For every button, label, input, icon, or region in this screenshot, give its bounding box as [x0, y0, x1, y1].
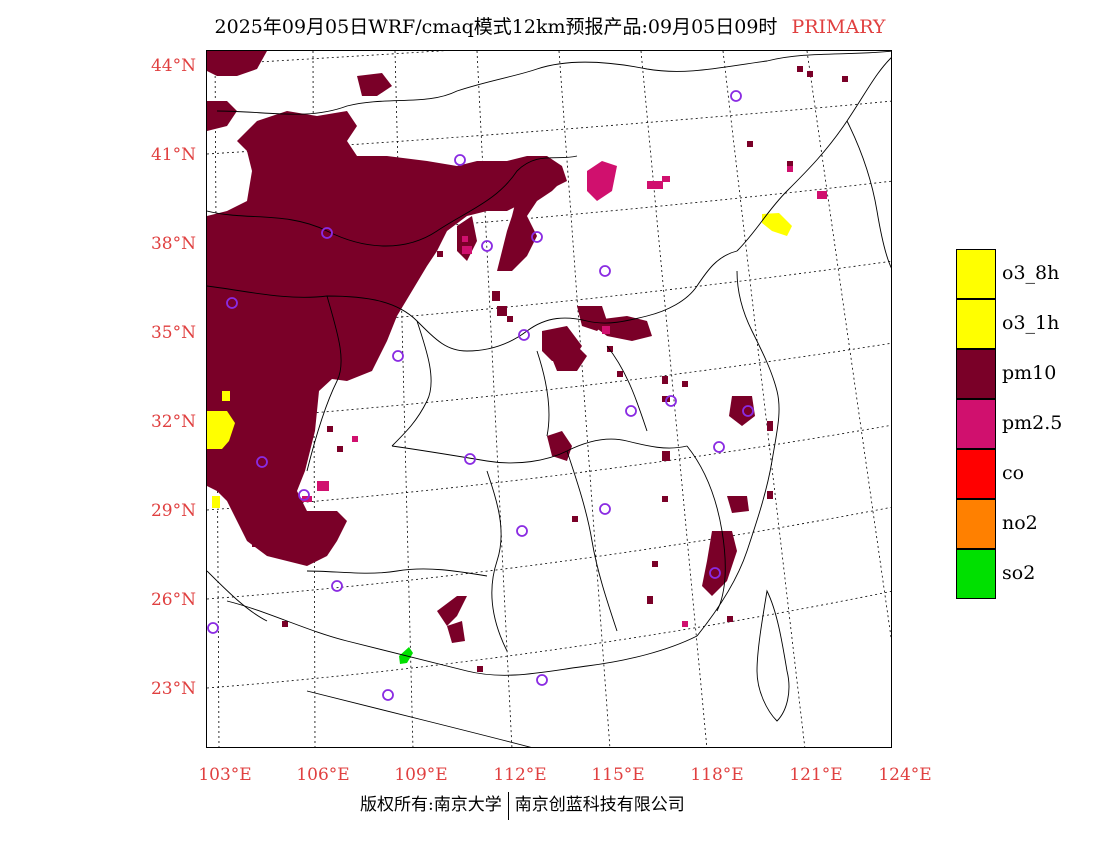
- lat-label-29n: 29°N: [150, 501, 196, 521]
- legend-swatch-pm10: [956, 349, 996, 399]
- copyright-footer: 版权所有:南京大学 南京创蓝科技有限公司: [360, 790, 685, 820]
- station-markers: [207, 90, 754, 701]
- lat-label-44n: 44°N: [150, 56, 196, 76]
- lat-label-23n: 23°N: [150, 679, 196, 699]
- lat-label-35n: 35°N: [150, 323, 196, 343]
- title-main: 2025年09月05日WRF/cmaq模式12km预报产品:09月05日09时: [214, 16, 778, 38]
- pm10-shandong: [587, 316, 652, 341]
- lon-label-103e: 103°E: [198, 765, 252, 785]
- legend-label-so2: so2: [1002, 562, 1036, 584]
- lon-label-109e: 109°E: [394, 765, 448, 785]
- legend-label-pm25: pm2.5: [1002, 412, 1063, 434]
- legend-swatch-no2: [956, 499, 996, 549]
- pm10-west-region: [207, 111, 567, 566]
- o3-bohai: [762, 213, 792, 236]
- legend-swatch-o3-1h: [956, 299, 996, 349]
- o3-sichuan: [207, 411, 235, 449]
- pm10-north-patch: [207, 101, 237, 131]
- pm10-henan: [547, 341, 587, 371]
- legend-label-pm10: pm10: [1002, 362, 1057, 384]
- lat-label-38n: 38°N: [150, 234, 196, 254]
- legend-label-co: co: [1002, 462, 1025, 484]
- pm10-top-left: [207, 51, 267, 76]
- pm10-regions: [207, 51, 755, 643]
- legend-swatch-pm25: [956, 399, 996, 449]
- map-canvas: [207, 51, 891, 747]
- lon-label-124e: 124°E: [878, 765, 932, 785]
- pm25-beijing: [587, 161, 617, 201]
- lon-label-112e: 112°E: [493, 765, 547, 785]
- o3-regions: [207, 213, 792, 508]
- pm10-jiangsu: [729, 396, 755, 426]
- boundary-lines: [207, 51, 891, 747]
- pm10-hunan-1: [437, 596, 467, 626]
- pm10-zhejiang: [727, 496, 749, 513]
- pm10-top-patch: [357, 73, 392, 96]
- legend-swatch-so2: [956, 549, 996, 599]
- legend-label-o3-8h: o3_8h: [1002, 262, 1060, 284]
- pm10-hunan-2: [447, 621, 465, 643]
- legend-label-o3-1h: o3_1h: [1002, 312, 1060, 334]
- pm10-scatter: [252, 66, 848, 672]
- title-tag: PRIMARY: [791, 16, 886, 38]
- pm25-regions: [302, 161, 827, 627]
- lat-label-41n: 41°N: [150, 145, 196, 165]
- legend-label-no2: no2: [1002, 512, 1038, 534]
- copyright-owner: 版权所有:南京大学: [360, 795, 502, 815]
- pm10-central-patch: [547, 431, 572, 461]
- lon-label-118e: 118°E: [690, 765, 744, 785]
- map-panel: [206, 50, 892, 748]
- lon-label-115e: 115°E: [591, 765, 645, 785]
- legend-swatch-o3-8h: [956, 249, 996, 299]
- footer-divider: [507, 791, 509, 820]
- pm10-beijing-area: [497, 166, 562, 271]
- legend-swatch-co: [956, 449, 996, 499]
- map-title: 2025年09月05日WRF/cmaq模式12km预报产品:09月05日09时 P…: [0, 12, 1100, 39]
- lon-label-106e: 106°E: [296, 765, 350, 785]
- pm10-fujian-coast: [702, 531, 737, 596]
- lat-label-26n: 26°N: [150, 590, 196, 610]
- lat-label-32n: 32°N: [150, 412, 196, 432]
- lon-label-121e: 121°E: [789, 765, 843, 785]
- copyright-company: 南京创蓝科技有限公司: [514, 795, 685, 815]
